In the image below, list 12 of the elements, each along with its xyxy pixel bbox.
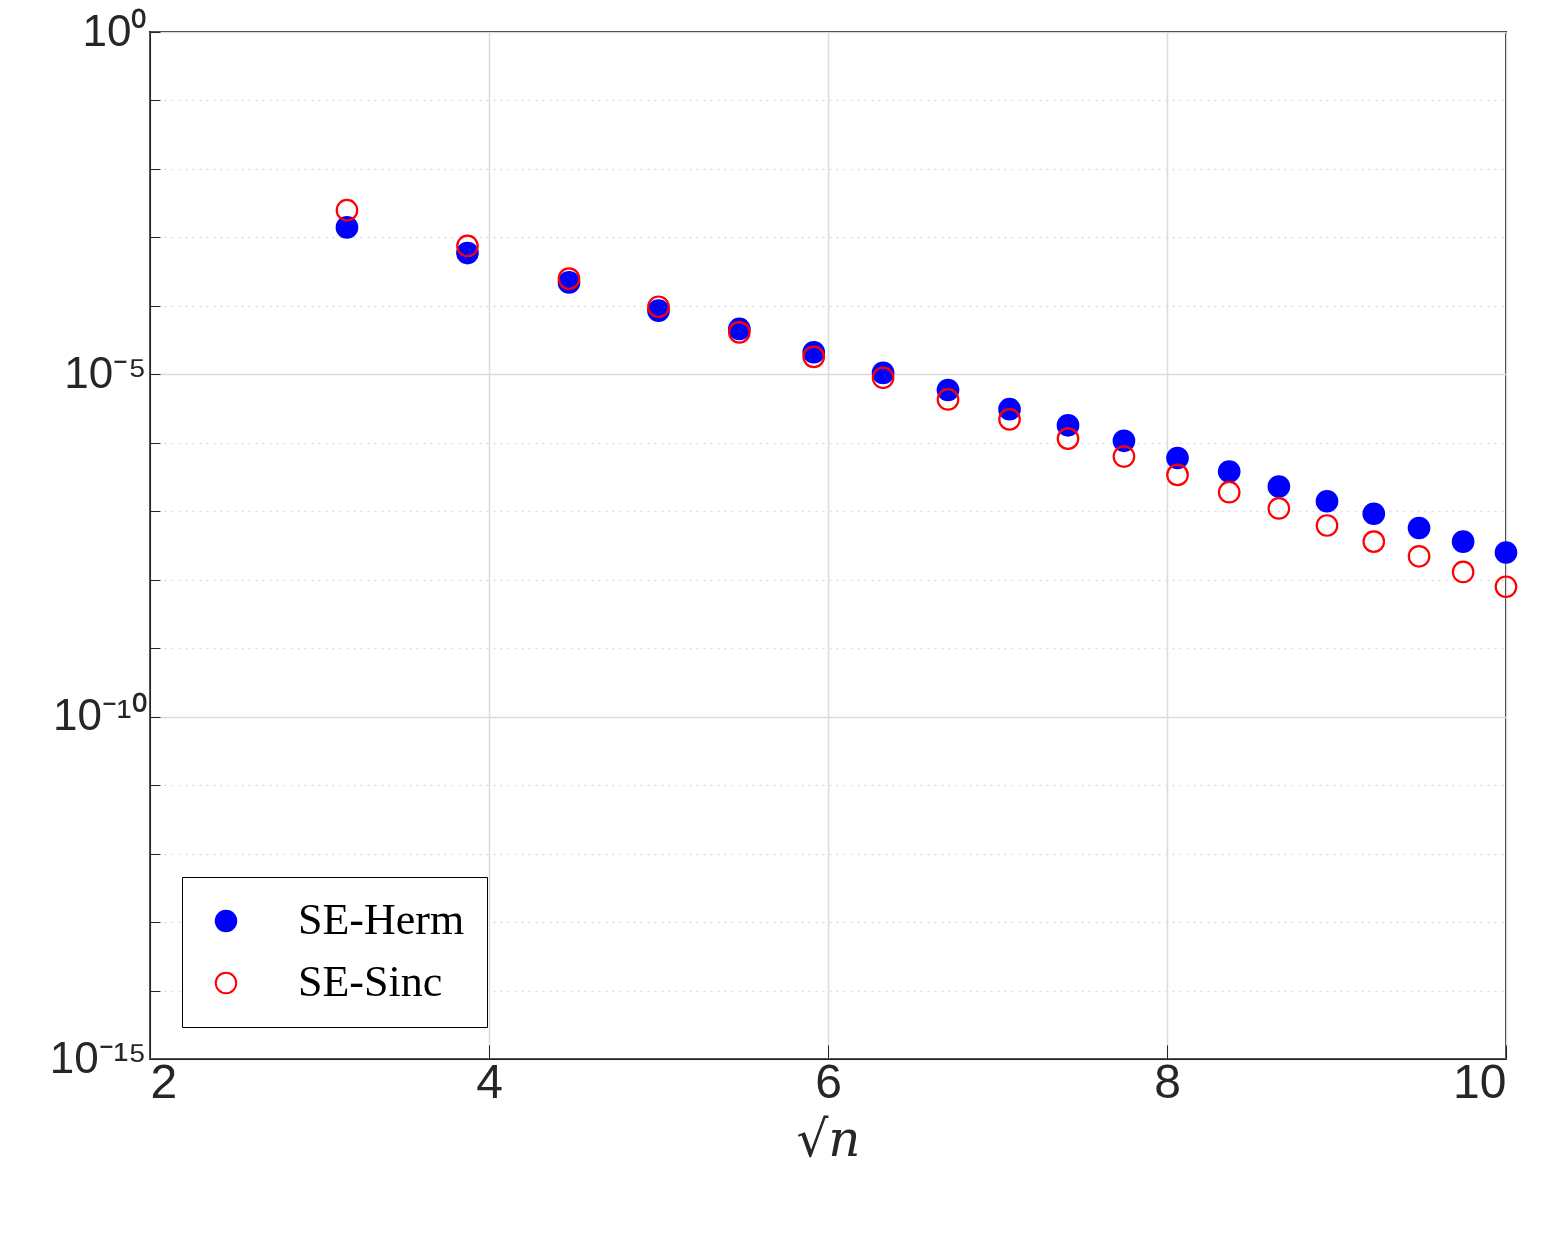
- x-axis-title: √n: [796, 1109, 861, 1168]
- legend-label: SE-Herm: [298, 895, 465, 944]
- x-tick-label: 6: [815, 1054, 842, 1108]
- x-tick-label: 8: [1154, 1054, 1181, 1108]
- y-tick-label: 10⁻⁵: [64, 347, 147, 397]
- x-tick-label: 4: [476, 1054, 503, 1108]
- y-tick-label: 10⁻¹⁰: [52, 690, 147, 740]
- x-tick-label: 2: [150, 1054, 178, 1108]
- x-tick-label: 10: [1453, 1054, 1507, 1108]
- y-tick-label: 10⁰: [82, 5, 147, 55]
- y-tick-label: 10⁻¹⁵: [49, 1032, 147, 1082]
- legend-label: SE-Sinc: [298, 957, 443, 1006]
